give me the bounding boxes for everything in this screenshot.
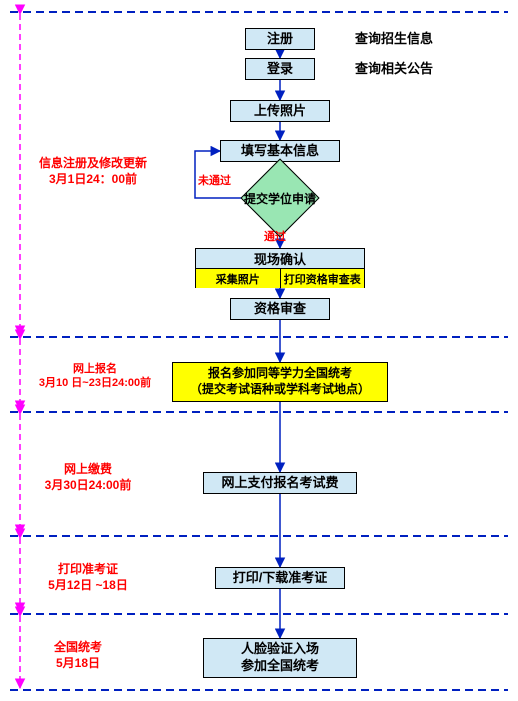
node-signup-exam: 报名参加同等学力全国统考 （提交考试语种或学科考试地点） <box>172 362 388 402</box>
node-query-notice: 查询相关公告 <box>335 58 453 80</box>
onsite-confirm-title: 现场确认 <box>196 249 364 269</box>
node-qualification-review: 资格审查 <box>230 298 330 320</box>
node-submit-application: 提交学位申请 <box>252 170 308 226</box>
final-line2: 参加全国统考 <box>241 658 319 675</box>
signup-line2: （提交考试语种或学科考试地点） <box>190 382 370 398</box>
onsite-sub-print: 打印资格审查表 <box>281 269 365 288</box>
node-onsite-confirm: 现场确认 采集照片 打印资格审查表 <box>195 248 365 288</box>
onsite-sub-photo: 采集照片 <box>196 269 281 288</box>
edge-label-fail: 未通过 <box>198 172 231 188</box>
flowchart-canvas: 注册 查询招生信息 登录 查询相关公告 上传照片 填写基本信息 提交学位申请 现… <box>0 0 518 701</box>
signup-line1: 报名参加同等学力全国统考 <box>208 366 352 382</box>
node-print-ticket: 打印/下载准考证 <box>215 567 345 589</box>
node-query-admissions: 查询招生信息 <box>335 28 453 50</box>
final-line1: 人脸验证入场 <box>241 641 319 658</box>
node-register: 注册 <box>245 28 315 50</box>
side-label-3: 网上缴费3月30日24:00前 <box>28 462 148 493</box>
node-login: 登录 <box>245 58 315 80</box>
side-label-5: 全国统考5月18日 <box>28 640 128 671</box>
side-label-1: 信息注册及修改更新3月1日24：00前 <box>28 156 158 187</box>
edge-label-pass: 通过 <box>264 228 286 244</box>
side-label-2: 网上报名3月10 日~23日24:00前 <box>25 362 165 391</box>
node-final-exam: 人脸验证入场 参加全国统考 <box>203 638 357 678</box>
node-pay-online: 网上支付报名考试费 <box>203 472 357 494</box>
side-label-4: 打印准考证5月12日 ~18日 <box>28 562 148 593</box>
node-upload-photo: 上传照片 <box>230 100 330 122</box>
